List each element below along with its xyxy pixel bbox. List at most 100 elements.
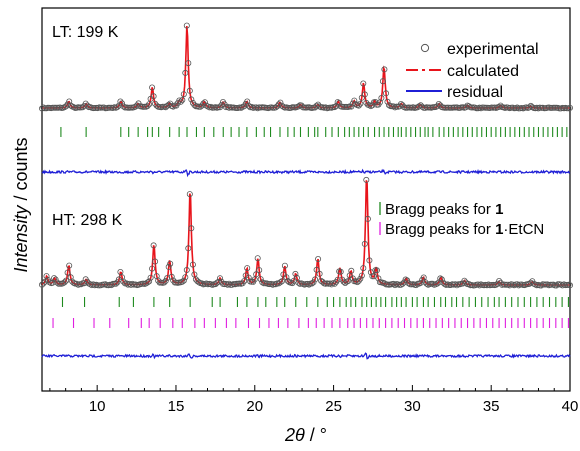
ht-experimental-point: [360, 265, 367, 272]
lt-experimental-point: [66, 98, 73, 105]
ht-experimental-point: [152, 258, 159, 265]
ht-experimental-point: [180, 277, 187, 284]
lt-experimental-point: [447, 104, 454, 111]
legend: experimental calculated residual: [406, 41, 539, 101]
ht-experimental-point: [51, 275, 58, 282]
ht-experimental-point: [375, 275, 382, 282]
lt-experimental-point: [379, 78, 386, 85]
lt-experimental-point: [551, 104, 558, 111]
ht-experimental-point: [182, 274, 189, 281]
ht-experimental-point: [295, 279, 302, 286]
lt-experimental-point: [567, 104, 574, 111]
lt-experimental-point: [556, 105, 563, 112]
lt-experimental-point: [496, 103, 503, 110]
ht-experimental-point: [361, 240, 368, 247]
ht-experimental-point: [312, 276, 319, 283]
ht-experimental-layer: [39, 176, 574, 289]
ht-experimental-point: [342, 279, 349, 286]
ht-experimental-point: [143, 280, 150, 287]
ht-experimental-point: [78, 281, 85, 288]
ht-experimental-point: [541, 281, 548, 288]
lt-experimental-point: [352, 101, 359, 108]
ht-experimental-point: [327, 280, 334, 287]
ht-experimental-point: [39, 281, 46, 288]
ht-experimental-point: [179, 278, 186, 285]
ht-experimental-point: [278, 278, 285, 285]
ht-experimental-point: [76, 281, 83, 288]
lt-experimental-point: [114, 104, 121, 111]
ht-experimental-point: [455, 281, 462, 288]
ht-experimental-point: [81, 280, 88, 287]
lt-experimental-point: [455, 104, 462, 111]
lt-experimental-point: [348, 103, 355, 110]
ht-experimental-point: [259, 279, 266, 286]
ht-experimental-point: [108, 282, 115, 289]
lt-experimental-point: [127, 104, 134, 111]
ht-experimental-point: [390, 280, 397, 287]
lt-experimental-point: [238, 104, 245, 111]
ht-experimental-point: [256, 267, 263, 274]
ht-experimental-point: [186, 191, 193, 198]
lt-experimental-point: [360, 80, 367, 87]
x-tick-label: 30: [404, 398, 421, 415]
ht-experimental-point: [213, 279, 220, 286]
lt-experimental-point: [357, 100, 364, 107]
lt-experimental-point: [85, 104, 92, 111]
ht-experimental-point: [114, 279, 121, 286]
ht-experimental-point: [292, 270, 299, 277]
lt-experimental-point: [67, 102, 74, 109]
ht-experimental-point: [156, 279, 163, 286]
ht-experimental-point: [435, 279, 442, 286]
x-axis-title: 2θ / °: [284, 425, 327, 445]
ht-experimental-point: [73, 280, 80, 287]
ht-experimental-point: [474, 281, 481, 288]
ht-experimental-point: [126, 280, 133, 287]
ht-experimental-point: [117, 268, 124, 275]
lt-experimental-point: [529, 104, 536, 111]
lt-experimental-point: [195, 103, 202, 110]
ht-experimental-point: [399, 280, 406, 287]
ht-residual-line: [41, 352, 571, 360]
ht-experimental-point: [165, 263, 172, 270]
ht-experimental-point: [514, 281, 521, 288]
lt-experimental-point: [361, 91, 368, 98]
ht-experimental-point: [253, 271, 260, 278]
ht-experimental-point: [476, 282, 483, 289]
ht-experimental-point: [127, 281, 134, 288]
lt-experimental-point: [497, 102, 504, 109]
legend-residual-label: residual: [447, 84, 503, 101]
ht-experimental-point: [226, 280, 233, 287]
lt-experimental-point: [414, 104, 421, 111]
ht-experimental-point: [162, 277, 169, 284]
lt-experimental-point: [106, 104, 113, 111]
lt-experimental-point: [514, 104, 521, 111]
panel-label-lt: LT: 199 K: [52, 24, 119, 41]
lt-experimental-point: [547, 104, 554, 111]
lt-bragg-layer: [60, 127, 568, 137]
ht-experimental-point: [245, 274, 252, 281]
lt-experimental-point: [473, 105, 480, 112]
ht-experimental-point: [446, 281, 453, 288]
ht-experimental-point: [216, 275, 223, 282]
ht-experimental-point: [538, 282, 545, 289]
lt-experimental-point: [170, 103, 177, 110]
ht-experimental-point: [373, 267, 380, 274]
ht-experimental-point: [52, 276, 59, 283]
lt-experimental-point: [180, 91, 187, 98]
ht-experimental-point: [559, 282, 566, 289]
ht-experimental-point: [567, 282, 574, 289]
ht-experimental-point: [42, 278, 49, 285]
ht-experimental-point: [277, 279, 284, 286]
lt-experimental-point: [384, 98, 391, 105]
lt-experimental-point: [333, 103, 340, 110]
lt-experimental-point: [272, 104, 279, 111]
ht-experimental-point: [63, 277, 70, 284]
ht-experimental-point: [146, 278, 153, 285]
ht-experimental-point: [502, 281, 509, 288]
lt-experimental-point: [419, 103, 426, 110]
legend-experimental-label: experimental: [447, 41, 539, 58]
lt-experimental-point: [186, 87, 193, 94]
lt-experimental-point: [277, 99, 284, 106]
lt-experimental-point: [197, 103, 204, 110]
ht-experimental-point: [61, 279, 68, 286]
